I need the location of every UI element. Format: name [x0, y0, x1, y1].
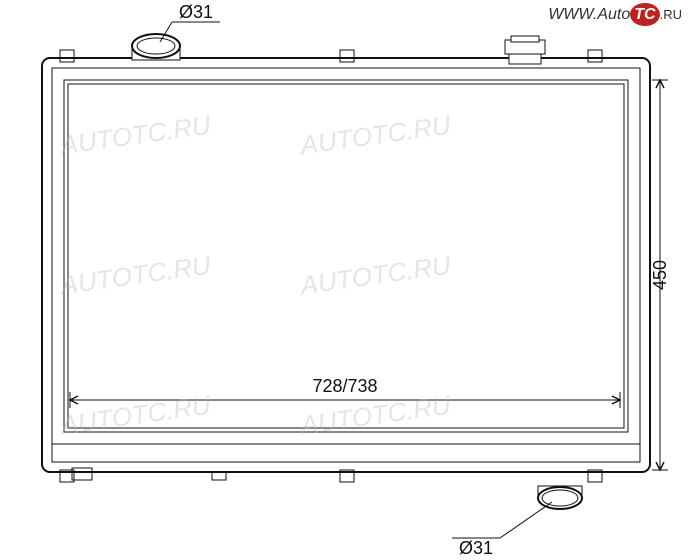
- svg-text:Ø31: Ø31: [179, 2, 213, 22]
- logo-suffix: .RU: [660, 7, 682, 22]
- svg-text:450: 450: [650, 260, 670, 290]
- radiator-diagram: 728/738 450 Ø31 Ø31: [0, 0, 700, 560]
- site-logo: WWW.AutoTC.RU: [548, 6, 682, 24]
- svg-text:Ø31: Ø31: [459, 538, 493, 558]
- logo-auto: Auto: [597, 6, 630, 23]
- svg-text:728/738: 728/738: [312, 376, 377, 396]
- logo-tc: TC: [630, 3, 659, 26]
- logo-prefix: WWW.: [548, 6, 597, 23]
